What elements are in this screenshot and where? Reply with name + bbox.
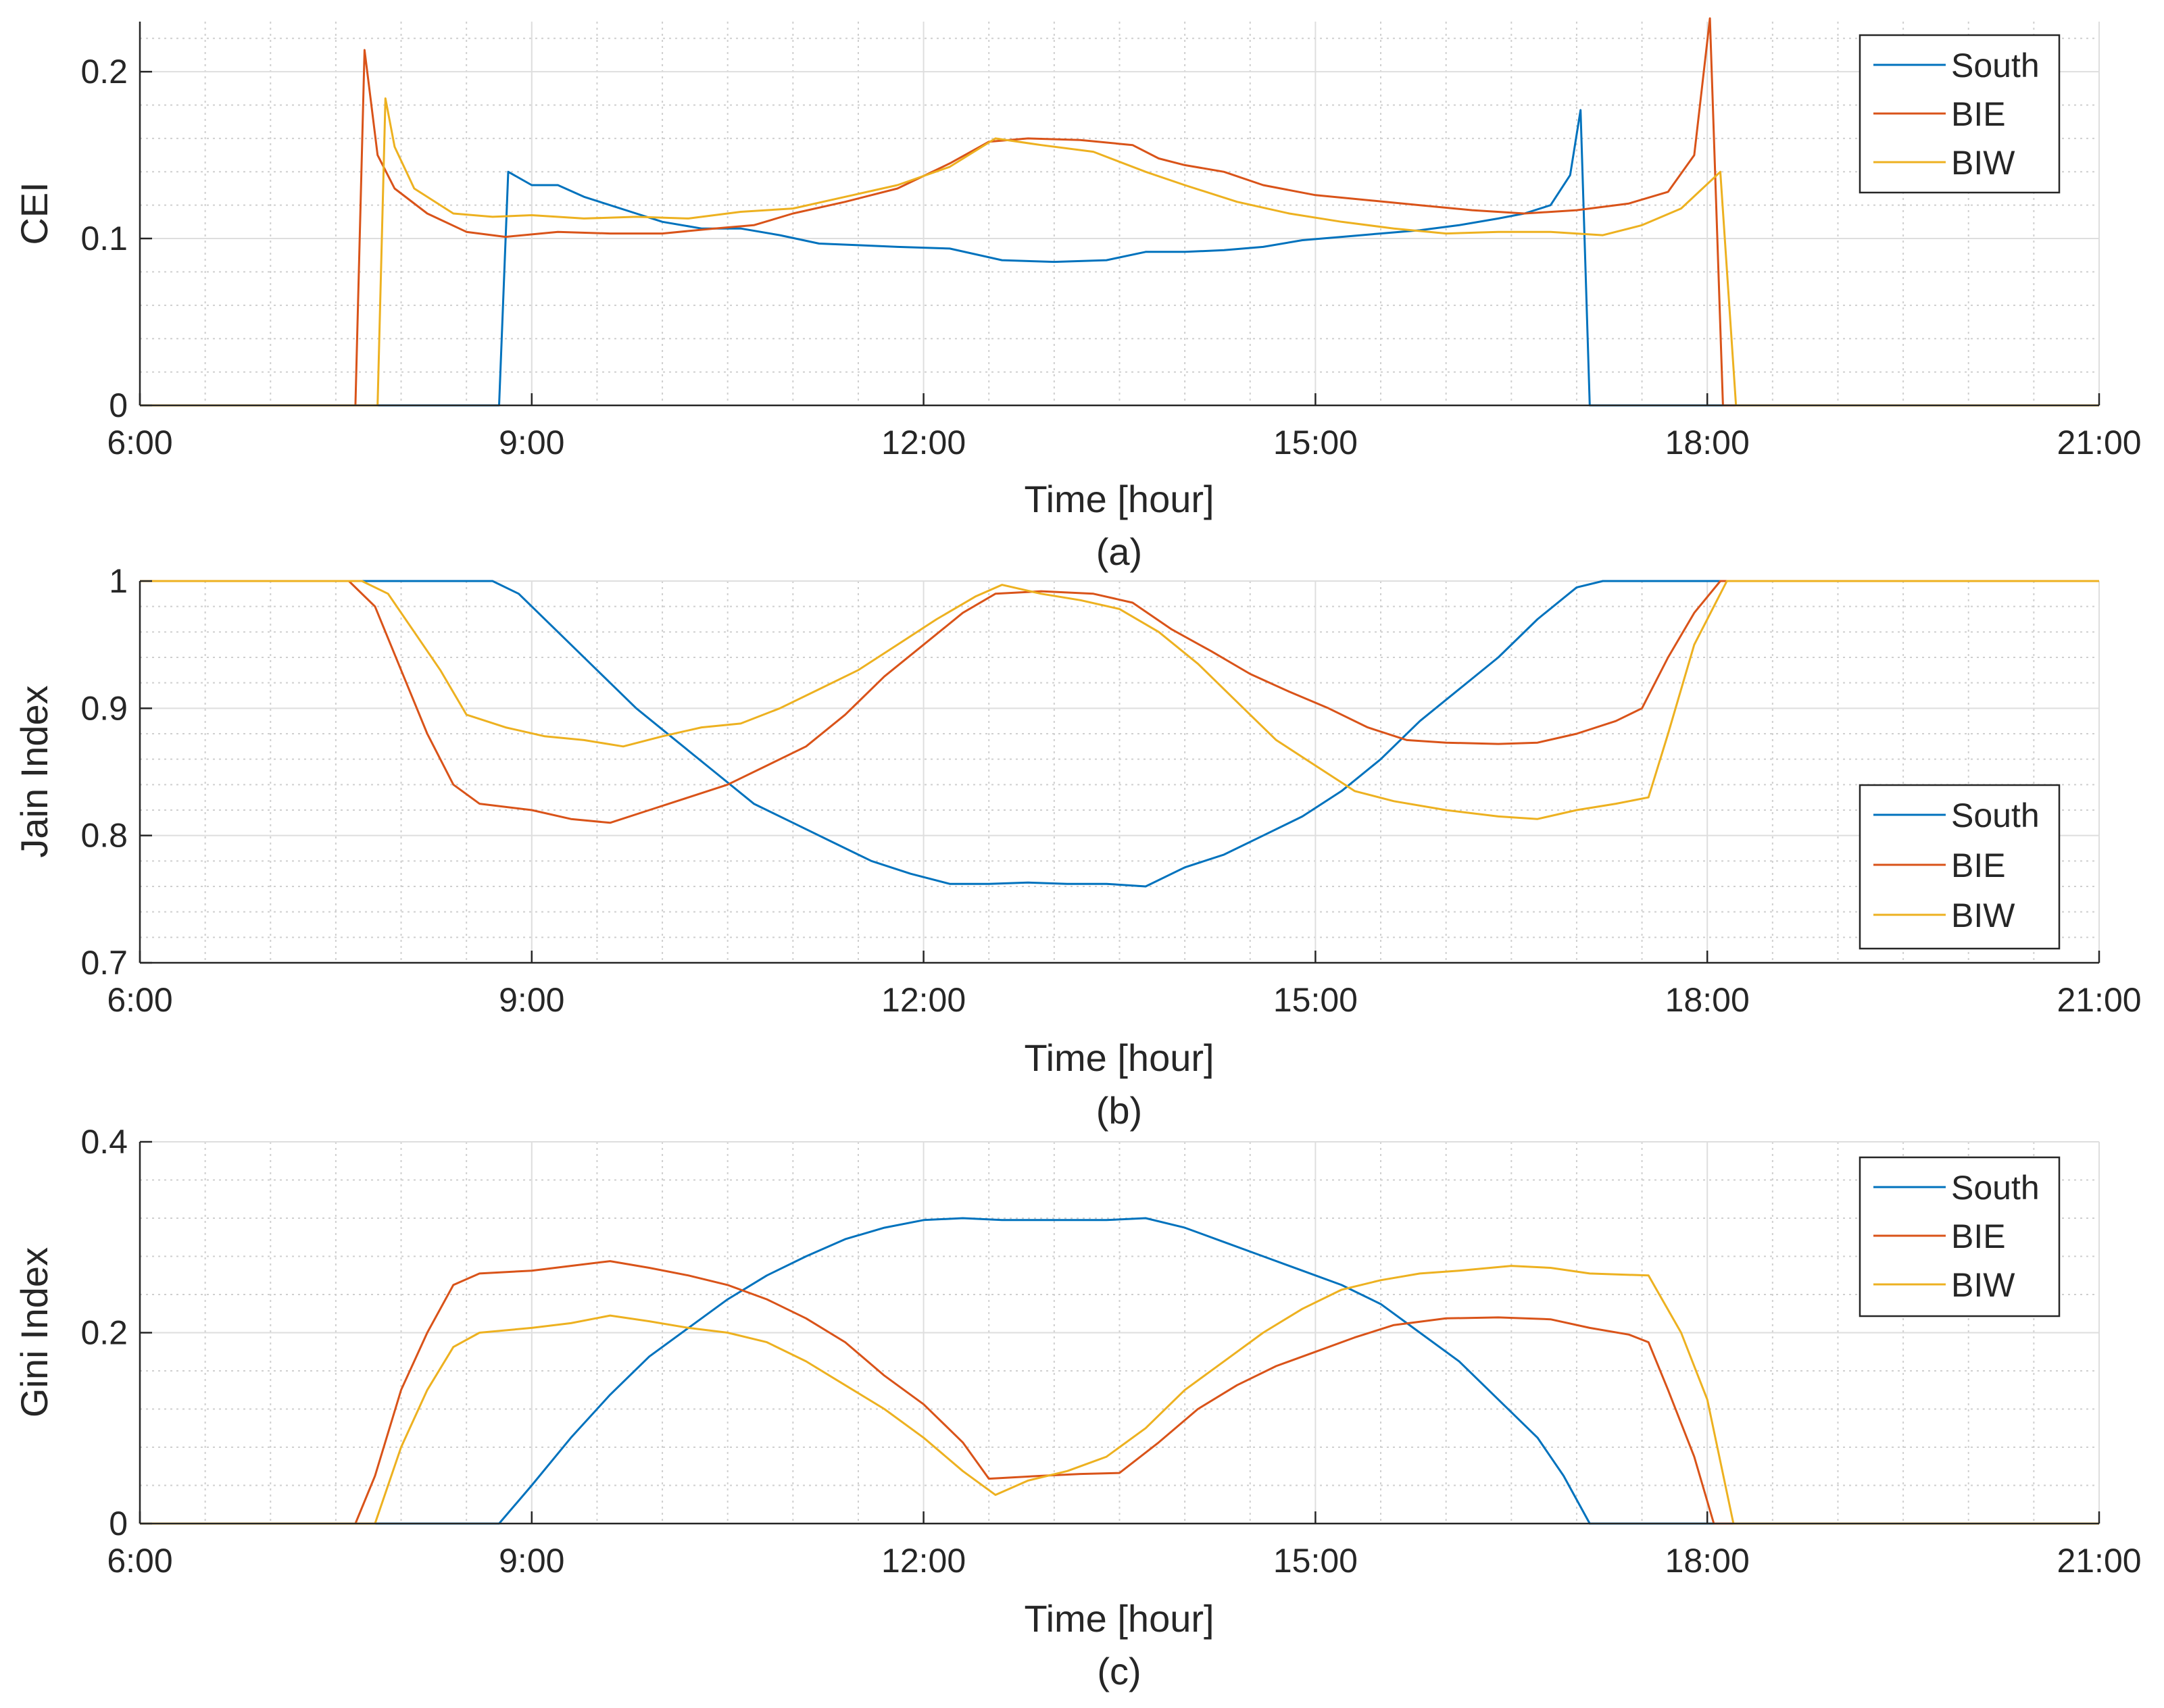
subplot-b-ylabel: Jain Index xyxy=(13,685,55,857)
subplot-a-ytick-labels: 0 0.1 0.2 xyxy=(80,53,128,424)
series-line-biw xyxy=(140,1265,2099,1525)
x-tick-label: 12:00 xyxy=(881,1542,966,1580)
x-tick-label: 6:00 xyxy=(107,981,172,1019)
x-tick-label: 15:00 xyxy=(1273,424,1358,461)
x-tick-label: 18:00 xyxy=(1665,981,1750,1019)
x-tick-label: 21:00 xyxy=(2057,981,2141,1019)
subplot-c-caption: (c) xyxy=(1097,1650,1141,1692)
subplot-c-ytick-labels: 0 0.2 0.4 xyxy=(80,1123,128,1542)
y-tick-label: 0.1 xyxy=(80,220,128,257)
x-tick-label: 21:00 xyxy=(2057,1542,2141,1580)
legend-label-bie: BIE xyxy=(1951,95,2006,133)
series-line-bie xyxy=(140,1260,2099,1525)
subplot-a-legend-items: South BIE BIW xyxy=(1873,47,2040,182)
subplot-a-legend: South BIE BIW xyxy=(1859,34,2061,194)
legend-label-bie: BIE xyxy=(1951,1217,2006,1255)
subplot-b-axes xyxy=(139,580,2100,964)
subplot-b-legend-box xyxy=(1859,784,2061,950)
subplot-c-xlabel: Time [hour] xyxy=(1024,1597,1214,1640)
subplot-a-caption: (a) xyxy=(1096,530,1142,573)
series-line-biw xyxy=(140,97,2099,407)
subplot-c-ylabel: Gini Index xyxy=(13,1247,55,1417)
legend-label-south: South xyxy=(1951,797,2040,834)
subplot-a-xlabel: Time [hour] xyxy=(1024,478,1214,520)
series-line-south xyxy=(140,1217,2099,1525)
subplot-b-xlabel: Time [hour] xyxy=(1024,1036,1214,1079)
y-tick-label: 0.8 xyxy=(80,817,128,855)
y-tick-label: 0.4 xyxy=(80,1123,128,1161)
legend-label-bie: BIE xyxy=(1951,847,2006,884)
y-tick-label: 1 xyxy=(109,562,128,600)
x-tick-label: 9:00 xyxy=(499,981,564,1019)
series-line-bie xyxy=(140,17,2099,407)
series-line-bie xyxy=(140,580,2099,824)
subplot-c-xtick-labels: 6:00 9:00 12:00 15:00 18:00 21:00 xyxy=(107,1542,2141,1580)
subplot-b-series-lines xyxy=(140,580,2099,888)
subplot-a-ylabel: CEI xyxy=(13,182,55,245)
series-line-south xyxy=(140,109,2099,407)
subplot-a-series-lines xyxy=(140,17,2099,407)
subplot-c-legend: South BIE BIW xyxy=(1859,1156,2061,1317)
legend-label-biw: BIW xyxy=(1951,144,2015,182)
x-tick-label: 15:00 xyxy=(1273,1542,1358,1580)
x-tick-label: 6:00 xyxy=(107,1542,172,1580)
x-tick-label: 12:00 xyxy=(881,424,966,461)
series-line-south xyxy=(140,580,2099,888)
subplot-a-plot-area xyxy=(140,22,2099,405)
legend-label-south: South xyxy=(1951,47,2040,84)
series-line-biw xyxy=(140,580,2099,820)
subplot-b-caption: (b) xyxy=(1096,1089,1142,1132)
subplot-b-legend-items: South BIE BIW xyxy=(1873,797,2040,934)
subplot-b-xtick-labels: 6:00 9:00 12:00 15:00 18:00 21:00 xyxy=(107,981,2141,1019)
subplot-c-series-lines xyxy=(140,1217,2099,1525)
x-tick-label: 15:00 xyxy=(1273,981,1358,1019)
legend-label-biw: BIW xyxy=(1951,1266,2015,1304)
y-tick-label: 0.7 xyxy=(80,944,128,982)
subplot-b: 6:00 9:00 12:00 15:00 18:00 21:00 0.70.80.91 … xyxy=(13,562,2142,1132)
x-tick-label: 9:00 xyxy=(499,424,564,461)
y-tick-label: 0.2 xyxy=(80,53,128,91)
y-tick-label: 0 xyxy=(109,386,128,424)
subplot-a-grid xyxy=(139,22,2100,406)
subplot-c-axes xyxy=(139,1140,2100,1525)
legend-label-south: South xyxy=(1951,1169,2040,1207)
subplot-a-axes xyxy=(139,22,2100,407)
y-tick-label: 0.2 xyxy=(80,1314,128,1352)
x-tick-label: 18:00 xyxy=(1665,1542,1750,1580)
subplot-b-ytick-labels: 0.7 0.8 0.9 1 xyxy=(80,562,128,982)
x-tick-label: 12:00 xyxy=(881,981,966,1019)
subplot-b-legend: South BIE BIW xyxy=(1859,784,2061,950)
subplot-c-legend-items: South BIE BIW xyxy=(1873,1169,2040,1304)
subplot-a: 6:00 9:00 12:00 15:00 18:00 21:00 0 0.1 0.2 CEI… xyxy=(13,17,2142,573)
y-tick-label: 0.9 xyxy=(80,689,128,727)
subplot-a-xtick-labels: 6:00 9:00 12:00 15:00 18:00 21:00 xyxy=(107,424,2141,461)
subplot-c-grid xyxy=(139,1141,2100,1524)
x-tick-label: 18:00 xyxy=(1665,424,1750,461)
subplot-b-plot-area xyxy=(140,581,2099,963)
subplot-c: 6:00 9:00 12:00 15:00 18:00 21:00 0 0.2 0.4 Gin… xyxy=(13,1123,2142,1692)
x-tick-label: 21:00 xyxy=(2057,424,2141,461)
legend-label-biw: BIW xyxy=(1951,897,2015,934)
x-tick-label: 9:00 xyxy=(499,1542,564,1580)
y-tick-label: 0 xyxy=(109,1505,128,1542)
x-tick-label: 6:00 xyxy=(107,424,172,461)
